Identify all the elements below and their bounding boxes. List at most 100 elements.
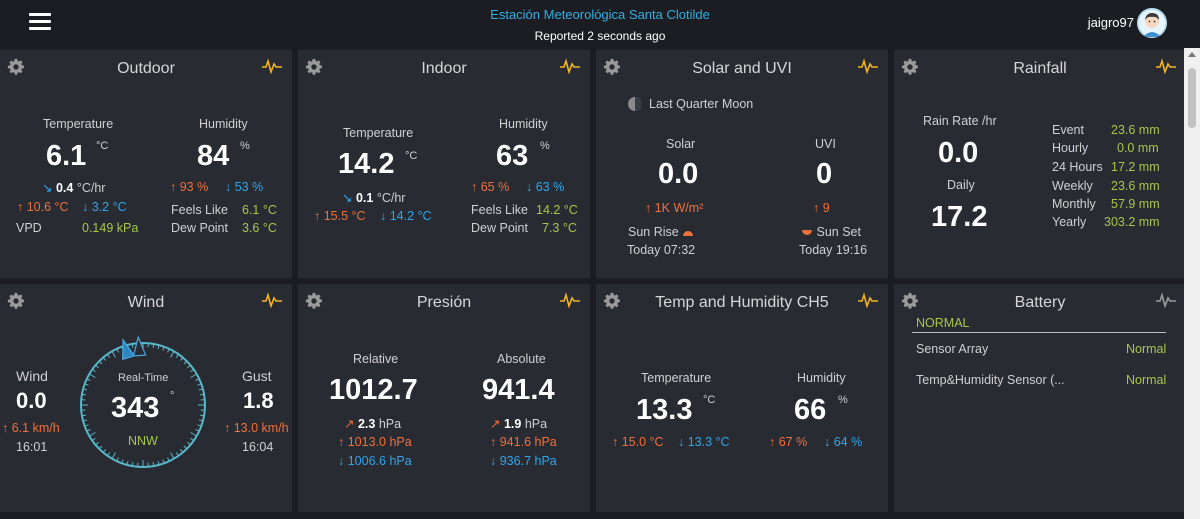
compass-tick — [170, 452, 175, 459]
rain-row-label: Hourly — [1052, 141, 1089, 155]
feels-like-label: Feels Like — [171, 203, 228, 217]
chart-pulse-icon[interactable] — [560, 58, 580, 74]
vertical-scrollbar[interactable] — [1184, 48, 1200, 519]
battery-row-label: Temp&Humidity Sensor (... — [916, 373, 1065, 387]
moon-phase-label: Last Quarter Moon — [649, 97, 754, 111]
temperature-value: 14.2 — [338, 148, 395, 180]
settings-gear-icon[interactable] — [603, 58, 621, 76]
settings-gear-icon[interactable] — [7, 292, 25, 310]
temperature-high: ↑ 10.6 °C — [17, 200, 69, 214]
temperature-trend: ↘ 0.4 °C/hr — [42, 181, 106, 195]
hamburger-menu-icon[interactable] — [29, 13, 51, 31]
chart-pulse-icon[interactable] — [262, 292, 282, 308]
compass-tick — [89, 432, 96, 437]
compass-tick — [89, 373, 96, 378]
pressure-card: Presión Relative 1012.7 ↗ 2.3 hPa ↑ 1013… — [298, 284, 590, 512]
gust-max: ↑ 13.0 km/h — [224, 421, 289, 435]
absolute-high: ↑ 941.6 hPa — [490, 435, 557, 449]
temperature-label: Temperature — [43, 117, 114, 131]
battery-row-value: Normal — [1126, 342, 1167, 356]
solar-value: 0.0 — [658, 158, 699, 190]
compass-tick — [190, 373, 197, 378]
indoor-card: Indoor Temperature 14.2 °C ↘ 0.1 °C/hr ↑… — [298, 50, 590, 278]
chart-pulse-icon[interactable] — [262, 58, 282, 74]
temperature-low: ↓ 13.3 °C — [678, 435, 730, 449]
humidity-unit: % — [540, 140, 550, 152]
relative-high: ↑ 1013.0 hPa — [338, 435, 412, 449]
temperature-label: Temperature — [641, 371, 712, 385]
station-name[interactable]: Estación Meteorológica Santa Clotilde — [490, 7, 710, 22]
wind-direction-arrow — [132, 335, 147, 357]
solar-label: Solar — [666, 137, 696, 151]
humidity-high: ↑ 65 % — [471, 180, 510, 194]
humidity-high: ↑ 67 % — [769, 435, 808, 449]
settings-gear-icon[interactable] — [305, 292, 323, 310]
card-title: Temp and Humidity CH5 — [655, 294, 829, 311]
chart-pulse-icon[interactable] — [1156, 58, 1176, 74]
dew-point-label: Dew Point — [471, 221, 528, 235]
rain-row-label: Event — [1052, 123, 1084, 137]
settings-gear-icon[interactable] — [305, 58, 323, 76]
temperature-unit: °C — [405, 150, 418, 162]
rain-row-value: 23.6 mm — [1111, 123, 1160, 137]
dew-point-value: 7.3 °C — [542, 221, 577, 235]
chart-pulse-icon[interactable] — [560, 292, 580, 308]
compass-tick — [190, 432, 197, 437]
card-title: Solar and UVI — [692, 60, 792, 77]
trend-up-icon: ↗ — [490, 417, 501, 431]
temperature-high: ↑ 15.0 °C — [612, 435, 664, 449]
daily-value: 17.2 — [931, 201, 988, 233]
chart-pulse-icon[interactable] — [1156, 292, 1176, 308]
temperature-value: 6.1 — [46, 140, 87, 172]
uvi-value: 0 — [816, 158, 833, 190]
realtime-label: Real-Time — [118, 372, 169, 384]
moon-phase-icon — [628, 97, 641, 111]
scroll-up-arrow-icon[interactable] — [1188, 52, 1196, 57]
vpd-value: 0.149 kPa — [82, 221, 139, 235]
rain-row-value: 0.0 mm — [1117, 141, 1159, 155]
rain-row-value: 23.6 mm — [1111, 179, 1160, 193]
wind-direction-degrees: 343 — [111, 392, 160, 424]
humidity-unit: % — [240, 140, 250, 152]
user-avatar-icon[interactable] — [1137, 8, 1167, 38]
settings-gear-icon[interactable] — [901, 58, 919, 76]
wind-card: Wind Wind 0.0 ↑ 6.1 km/h 16:01 Real-Time… — [0, 284, 292, 512]
username[interactable]: jaigro97 — [1087, 15, 1134, 30]
wind-speed-value: 0.0 — [16, 388, 47, 413]
dew-point-label: Dew Point — [171, 221, 228, 235]
gust-label: Gust — [242, 368, 272, 384]
solar-uvi-card: Solar and UVI Last Quarter Moon Solar 0.… — [596, 50, 888, 278]
outdoor-card: Outdoor Temperature 6.1 °C ↘ 0.4 °C/hr ↑… — [0, 50, 292, 278]
battery-card: Battery NORMAL Sensor Array Normal Temp&… — [894, 284, 1186, 512]
vpd-label: VPD — [16, 221, 42, 235]
rain-row-value: 17.2 mm — [1111, 160, 1160, 174]
relative-low: ↓ 1006.6 hPa — [338, 454, 412, 468]
temperature-trend: ↘ 0.1 °C/hr — [342, 191, 406, 205]
rain-row-label: 24 Hours — [1052, 160, 1103, 174]
chart-pulse-icon[interactable] — [858, 58, 878, 74]
temperature-unit: °C — [703, 394, 716, 406]
temperature-unit: °C — [96, 140, 109, 152]
sunrise-icon — [683, 230, 694, 236]
feels-like-value: 14.2 °C — [536, 203, 578, 217]
settings-gear-icon[interactable] — [7, 58, 25, 76]
humidity-label: Humidity — [499, 117, 548, 131]
absolute-value: 941.4 — [482, 374, 555, 406]
humidity-value: 66 — [794, 394, 827, 426]
trend-up-icon: ↗ — [344, 417, 355, 431]
humidity-low: ↓ 64 % — [824, 435, 863, 449]
top-bar: Estación Meteorológica Santa Clotilde Re… — [0, 0, 1200, 48]
scrollbar-thumb[interactable] — [1188, 68, 1196, 128]
settings-gear-icon[interactable] — [603, 292, 621, 310]
relative-label: Relative — [353, 352, 399, 366]
rain-row-value: 57.9 mm — [1111, 197, 1160, 211]
settings-gear-icon[interactable] — [901, 292, 919, 310]
rain-row-label: Monthly — [1052, 197, 1096, 211]
absolute-trend: ↗ 1.9 hPa — [490, 417, 548, 431]
chart-pulse-icon[interactable] — [858, 292, 878, 308]
absolute-label: Absolute — [497, 352, 546, 366]
card-title: Rainfall — [1013, 60, 1067, 77]
humidity-label: Humidity — [199, 117, 248, 131]
humidity-value: 84 — [197, 140, 230, 172]
gust-time: 16:04 — [242, 440, 274, 454]
